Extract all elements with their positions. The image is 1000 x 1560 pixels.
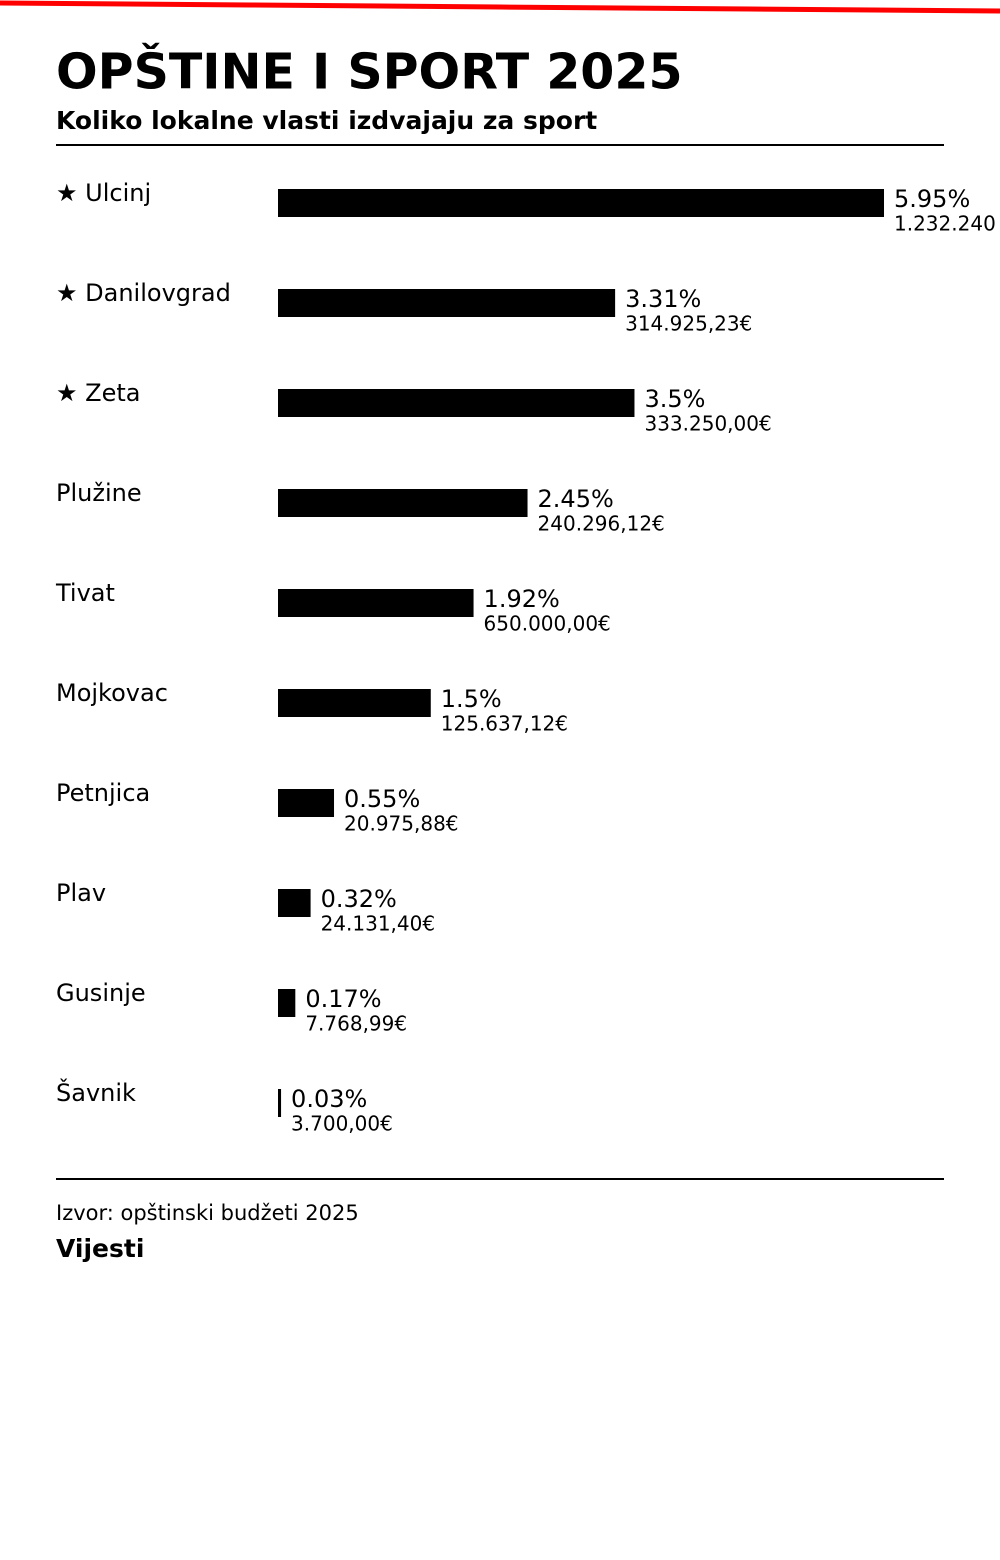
amount-label: 333.250,00€	[644, 412, 771, 436]
chart-title: OPŠTINE I SPORT 2025	[56, 42, 683, 101]
amount-label: 650.000,00€	[484, 612, 611, 636]
value-label: 1.5%	[441, 685, 502, 713]
bar	[278, 389, 635, 417]
value-label: 2.45%	[538, 485, 614, 513]
value-label: 0.03%	[291, 1085, 367, 1113]
bar	[278, 489, 528, 517]
category-label: ★ Danilovgrad	[56, 279, 231, 307]
value-label: 5.95%	[894, 185, 970, 213]
amount-label: 3.700,00€	[291, 1112, 393, 1136]
brand: Vijesti	[56, 1234, 144, 1263]
bar	[278, 289, 616, 317]
amount-label: 24.131,40€	[321, 912, 436, 936]
category-label: ★ Zeta	[56, 379, 140, 407]
amount-label: 240.296,12€	[538, 512, 665, 536]
category-label: Tivat	[55, 579, 115, 607]
bar	[278, 689, 431, 717]
amount-label: 1.232.240	[894, 212, 996, 236]
value-label: 3.5%	[644, 385, 705, 413]
chart-subtitle: Koliko lokalne vlasti izdvajaju za sport	[56, 106, 597, 135]
value-label: 0.32%	[321, 885, 397, 913]
amount-label: 125.637,12€	[441, 712, 568, 736]
category-label: ★ Ulcinj	[56, 179, 151, 207]
amount-label: 20.975,88€	[344, 812, 459, 836]
amount-label: 7.768,99€	[305, 1012, 407, 1036]
bar	[278, 189, 885, 217]
bar	[278, 889, 311, 917]
category-label: Mojkovac	[56, 679, 168, 707]
category-label: Gusinje	[56, 979, 146, 1007]
category-label: Plužine	[56, 479, 142, 507]
value-label: 1.92%	[484, 585, 560, 613]
bar	[278, 989, 296, 1017]
category-label: Plav	[56, 879, 106, 907]
category-label: Petnjica	[56, 779, 150, 807]
value-label: 0.17%	[305, 985, 381, 1013]
category-label: Šavnik	[56, 1077, 136, 1107]
amount-label: 314.925,23€	[625, 312, 752, 336]
bar	[278, 789, 335, 817]
value-label: 0.55%	[344, 785, 420, 813]
top-accent	[0, 0, 1000, 14]
bar	[278, 1089, 282, 1117]
bar	[278, 589, 474, 617]
source: Izvor: opštinski budžeti 2025	[56, 1201, 359, 1225]
value-label: 3.31%	[625, 285, 701, 313]
